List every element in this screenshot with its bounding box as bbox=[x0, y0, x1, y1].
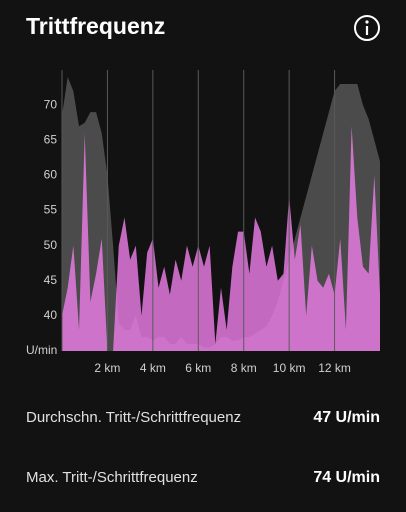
x-tick-label: 8 km bbox=[231, 361, 257, 375]
stat-label: Max. Tritt-/Schrittfrequenz bbox=[26, 469, 198, 486]
y-tick-label: 65 bbox=[44, 132, 58, 146]
x-tick-label: 12 km bbox=[318, 361, 351, 375]
info-button[interactable] bbox=[354, 15, 380, 41]
stat-label: Durchschn. Tritt-/Schrittfrequenz bbox=[26, 409, 241, 426]
y-tick-label: 45 bbox=[44, 273, 58, 287]
x-tick-label: 6 km bbox=[185, 361, 211, 375]
x-tick-label: 2 km bbox=[94, 361, 120, 375]
info-circle[interactable] bbox=[354, 15, 380, 41]
stat-value: 47 U/min bbox=[313, 409, 380, 426]
area bbox=[62, 126, 380, 351]
y-tick-label: 50 bbox=[44, 238, 58, 252]
title: Trittfrequenz bbox=[26, 13, 165, 39]
stat-value: 74 U/min bbox=[313, 469, 380, 486]
y-tick-label: 60 bbox=[44, 168, 58, 182]
y-tick-label: 55 bbox=[44, 203, 58, 217]
y-tick-label: U/min bbox=[26, 343, 57, 357]
info-dot[interactable] bbox=[365, 20, 369, 24]
x-tick-label: 4 km bbox=[140, 361, 166, 375]
x-tick-label: 10 km bbox=[273, 361, 306, 375]
y-tick-label: 40 bbox=[44, 308, 58, 322]
y-tick-label: 70 bbox=[44, 97, 58, 111]
